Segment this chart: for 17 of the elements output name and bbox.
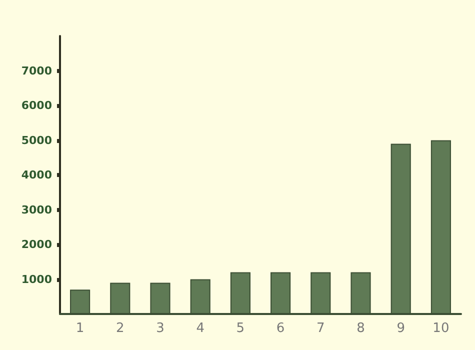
x-tick-label: 4 — [196, 321, 204, 336]
x-tick-label: 3 — [156, 321, 164, 336]
x-tick-label: 6 — [276, 321, 285, 336]
y-tick-label: 3000 — [21, 203, 52, 216]
y-tick-label: 2000 — [21, 238, 52, 251]
x-tick-label: 5 — [236, 321, 245, 336]
x-tick-label: 9 — [396, 321, 405, 336]
y-tick-label: 6000 — [21, 99, 52, 112]
y-tick-label: 4000 — [21, 168, 52, 182]
x-tick-label: 10 — [432, 321, 450, 336]
y-tick-label: 1000 — [21, 272, 52, 286]
x-tick-label: 7 — [316, 321, 325, 336]
x-tick-label: 1 — [76, 321, 84, 336]
x-tick-label: 8 — [356, 321, 365, 336]
x-tick-label: 2 — [116, 321, 124, 336]
y-tick-label: 7000 — [21, 64, 52, 78]
y-tick-label: 5000 — [21, 134, 52, 147]
